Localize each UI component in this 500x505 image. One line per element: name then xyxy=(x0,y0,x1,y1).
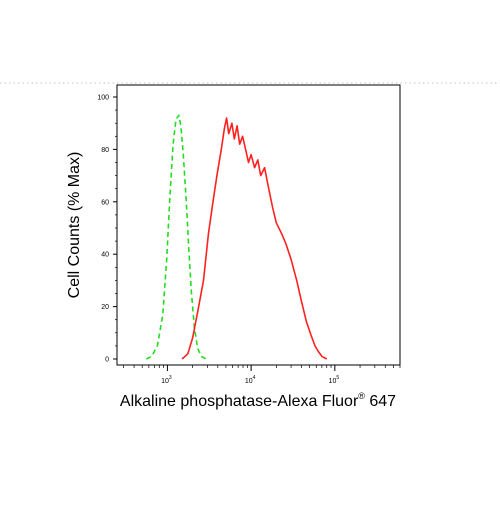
x-axis-title-sup: ® xyxy=(358,391,365,401)
y-tick-label: 80 xyxy=(101,147,109,154)
x-axis: 103 104 105 xyxy=(123,365,401,385)
x-axis-title-suffix: 647 xyxy=(365,393,396,410)
series-layer xyxy=(145,114,328,360)
y-tick-label: 40 xyxy=(101,252,109,259)
x-axis-title-prefix: Alkaline phosphatase-Alexa Fluor xyxy=(120,393,359,410)
control-histogram-line xyxy=(145,114,207,360)
x-tick-label: 104 xyxy=(245,375,256,385)
y-axis-title: Cell Counts (% Max) xyxy=(66,152,83,299)
x-axis-title: Alkaline phosphatase-Alexa Fluor® 647 xyxy=(120,391,396,410)
y-tick-label: 60 xyxy=(101,199,109,206)
y-axis: 0 20 40 60 80 100 xyxy=(97,95,117,364)
x-tick-label: 105 xyxy=(329,375,340,385)
plot-frame xyxy=(116,84,401,366)
x-tick-label: 103 xyxy=(161,375,172,385)
y-tick-label: 100 xyxy=(97,95,109,102)
y-tick-label: 0 xyxy=(105,357,109,364)
y-tick-label: 20 xyxy=(101,304,109,311)
sample-histogram-line xyxy=(181,117,328,360)
